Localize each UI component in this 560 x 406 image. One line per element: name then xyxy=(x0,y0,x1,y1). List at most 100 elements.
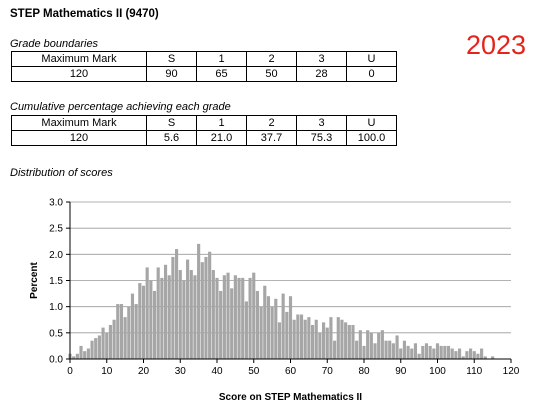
chart-bar xyxy=(355,340,359,359)
grade-boundaries-table: Maximum Mark S 1 2 3 U 120 90 65 50 28 0 xyxy=(11,51,397,82)
chart-bar xyxy=(112,319,116,359)
table-header-row: Maximum Mark S 1 2 3 U xyxy=(11,51,397,67)
distribution-caption: Distribution of scores xyxy=(10,167,113,179)
chart-bar xyxy=(384,340,388,359)
chart-bar xyxy=(222,275,226,359)
chart-bar xyxy=(307,317,311,359)
table-header-cell: S xyxy=(146,51,197,67)
chart-bar xyxy=(86,348,90,359)
table-cell: 75.3 xyxy=(296,130,347,146)
x-tick-label: 0 xyxy=(67,366,73,377)
x-tick-label: 80 xyxy=(358,366,370,377)
chart-bar xyxy=(266,296,271,359)
chart-bar xyxy=(358,330,362,359)
chart-bar xyxy=(263,285,267,359)
x-tick-label: 120 xyxy=(503,366,520,377)
chart-bar xyxy=(208,251,212,359)
score-distribution-chart: 0.0 0.5 1.0 1.5 2.0 2.5 3.0 0 10 20 30 40 50 60 70 80 90… xyxy=(29,198,520,404)
x-tick-label: 20 xyxy=(138,366,150,377)
table-cell: 120 xyxy=(11,130,147,146)
chart-bar xyxy=(215,277,219,359)
chart-bar xyxy=(362,345,366,359)
chart-bar xyxy=(483,356,487,359)
chart-bar xyxy=(310,324,315,359)
chart-bar xyxy=(167,275,171,359)
chart-bar xyxy=(163,264,168,359)
table-cell: 21.0 xyxy=(196,130,247,146)
chart-bar xyxy=(252,272,256,359)
chart-bar xyxy=(373,343,377,359)
chart-bar xyxy=(399,348,403,359)
y-tick-label: 3.0 xyxy=(49,198,63,209)
chart-bar xyxy=(200,262,204,359)
chart-bar xyxy=(395,335,399,359)
chart-bar xyxy=(130,293,135,359)
table-cell: 120 xyxy=(11,66,147,82)
chart-bar xyxy=(174,249,179,359)
chart-bar xyxy=(329,317,333,359)
chart-bar xyxy=(197,243,201,359)
chart-bar xyxy=(366,330,370,359)
chart-bar xyxy=(288,296,293,359)
x-tick-label: 70 xyxy=(322,366,334,377)
x-tick-label: 50 xyxy=(248,366,260,377)
x-tick-label: 10 xyxy=(101,366,113,377)
table-header-cell: 2 xyxy=(246,115,297,131)
chart-bar xyxy=(255,290,260,359)
chart-bar xyxy=(299,314,304,359)
chart-bar xyxy=(97,335,101,359)
chart-bar xyxy=(226,272,230,359)
table-header-cell: 1 xyxy=(196,51,247,67)
chart-bar xyxy=(491,356,495,359)
chart-bar xyxy=(204,256,208,359)
chart-bar xyxy=(186,259,190,359)
chart-bar xyxy=(465,351,469,359)
chart-bar xyxy=(446,345,451,359)
chart-bar xyxy=(468,348,473,359)
chart-bar xyxy=(318,332,322,359)
chart-bar xyxy=(123,317,127,359)
chart-bar xyxy=(193,275,197,359)
chart-bar xyxy=(281,293,285,359)
chart-bar xyxy=(424,343,429,359)
x-axis-label: Score on STEP Mathematics II xyxy=(219,392,362,403)
chart-bar xyxy=(211,270,215,359)
chart-bar xyxy=(391,343,395,359)
chart-bar xyxy=(178,270,182,359)
chart-bar xyxy=(141,285,146,359)
chart-bar xyxy=(314,319,318,359)
grade-boundaries-caption: Grade boundaries xyxy=(10,38,99,50)
chart-bar xyxy=(410,348,414,359)
chart-bar xyxy=(105,332,109,359)
chart-bar xyxy=(457,348,462,359)
chart-bar xyxy=(303,319,307,359)
chart-bar xyxy=(138,283,142,359)
chart-bar xyxy=(237,277,241,359)
table-cell: 100.0 xyxy=(346,130,397,146)
chart-bar xyxy=(377,332,381,359)
chart-bar xyxy=(336,317,340,359)
chart-bar xyxy=(417,353,421,359)
chart-bar xyxy=(248,277,252,359)
chart-bar xyxy=(428,345,432,359)
chart-bar xyxy=(292,319,296,359)
table-cell: 0 xyxy=(346,66,397,82)
table-cell: 65 xyxy=(196,66,247,82)
chart-bar xyxy=(461,356,465,359)
table-cell: 28 xyxy=(296,66,347,82)
chart-bar xyxy=(127,306,131,359)
table-header-cell: 1 xyxy=(196,115,247,131)
table-header-cell: U xyxy=(346,115,397,131)
chart-bar xyxy=(101,327,105,359)
chart-bar xyxy=(119,304,124,359)
chart-bar xyxy=(476,353,480,359)
y-tick-label: 2.5 xyxy=(49,224,63,235)
chart-bar xyxy=(325,327,329,359)
table-cell: 5.6 xyxy=(146,130,197,146)
chart-bar xyxy=(439,345,443,359)
chart-bar xyxy=(472,351,476,359)
chart-bar xyxy=(480,348,484,359)
chart-bar xyxy=(108,324,113,359)
chart-bar xyxy=(402,340,407,359)
chart-bar xyxy=(90,340,94,359)
